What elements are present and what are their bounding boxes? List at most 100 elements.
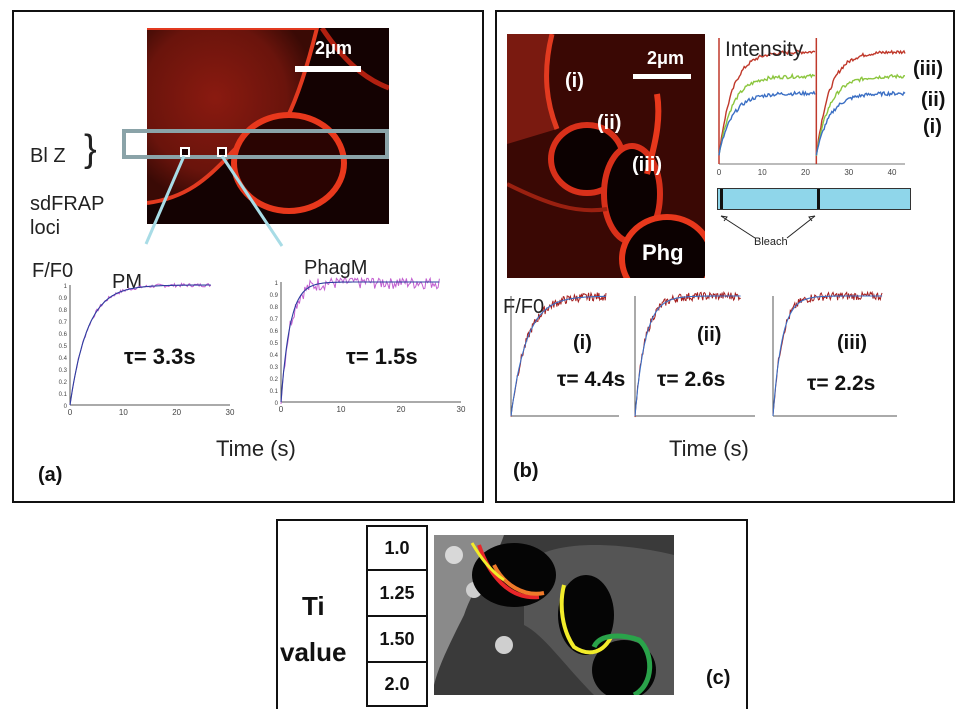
y-tick-label: 0.4 <box>59 356 68 362</box>
y-tick-label: 0.8 <box>270 305 279 311</box>
panel-a-connectors <box>144 155 284 247</box>
plot-b-iii <box>772 290 897 417</box>
ti-label-line2: value <box>280 637 347 667</box>
data-series-line <box>69 282 212 406</box>
x-tick-label: 40 <box>888 168 897 177</box>
panel-c-label: (c) <box>706 667 731 689</box>
x-tick-label: 10 <box>119 408 128 417</box>
y-tick-label: 0.4 <box>270 353 279 359</box>
panel-a: 2μm Bl Z } sdFRAP loci F/F0 PM PhagM 0 10… <box>12 10 484 503</box>
x-tick-label: 10 <box>337 405 346 414</box>
ti-swatch-4-value: 2.0 <box>384 673 410 694</box>
ti-swatch-3-value: 1.50 <box>379 628 415 649</box>
y-tick-label: 0.6 <box>59 332 68 338</box>
intensity-series-line <box>718 49 906 156</box>
x-tick-label: 30 <box>844 168 853 177</box>
plot-b-i-label: (i) <box>573 332 592 354</box>
plot-b-i <box>510 291 619 417</box>
intensity-title: Intensity <box>725 38 804 61</box>
tau-b-ii: τ= 2.6s <box>657 368 726 391</box>
y-tick-label: 0.7 <box>59 320 68 326</box>
bleach-label: Bleach <box>754 236 788 248</box>
intensity-series-line <box>718 72 906 157</box>
panel-b-micrograph-image <box>507 34 705 278</box>
x-tick-label: 30 <box>226 408 235 417</box>
x-tick-label: 0 <box>68 408 73 417</box>
tau-pm: τ= 3.3s <box>124 344 196 369</box>
panel-a-micrograph: 2μm <box>147 28 389 224</box>
y-tick-label: 1 <box>275 281 279 287</box>
y-tick-label: 0.6 <box>270 329 279 335</box>
y-tick-label: 0 <box>275 401 279 407</box>
region-i-label: (i) <box>565 70 584 92</box>
x-tick-label: 20 <box>397 405 406 414</box>
x-tick-label: 10 <box>758 168 767 177</box>
sdfrap-label-line2: loci <box>30 217 61 239</box>
bleach-zone-brace: } <box>84 128 97 170</box>
plot-pm-title: PM <box>112 271 142 293</box>
fit-line <box>69 284 211 406</box>
bleach-zone-label: Bl Z <box>30 145 66 167</box>
data-series-line <box>634 291 741 418</box>
y-tick-label: 0.8 <box>59 308 68 314</box>
y-tick-label: 0.3 <box>59 368 68 374</box>
fit-line <box>280 281 440 403</box>
panel-a-xlabel: Time (s) <box>216 436 296 461</box>
plot-b-ii <box>634 291 755 418</box>
panel-c: Ti value 1.0 1.25 1.50 2.0 <box>276 519 748 709</box>
panel-b-label: (b) <box>513 460 539 482</box>
bleach-timeline-bar <box>717 188 911 210</box>
plot-phagm-title: PhagM <box>304 257 368 279</box>
y-tick-label: 0.5 <box>59 344 68 350</box>
plot-intensity: 0 10 20 30 40 <box>717 38 906 177</box>
panel-a-micrograph-image <box>147 28 389 224</box>
y-tick-label: 0 <box>64 404 68 410</box>
y-tick-label: 0.5 <box>270 341 279 347</box>
y-tick-label: 0.1 <box>270 389 279 395</box>
panel-a-label: (a) <box>38 464 63 486</box>
bleach-arrows <box>720 215 816 239</box>
legend-iii: (iii) <box>913 58 943 80</box>
y-tick-label: 0.3 <box>270 365 279 371</box>
ti-map-image-svg <box>434 535 674 695</box>
ti-swatch-1-value: 1.0 <box>384 537 410 558</box>
fit-line <box>510 295 606 417</box>
tau-b-i: τ= 4.4s <box>557 368 626 391</box>
panel-b-scale-bar-label: 2μm <box>647 48 685 68</box>
panel-b-micrograph: 2μm (i) (ii) (iii) Phg <box>507 34 705 278</box>
y-tick-label: 0.9 <box>270 293 279 299</box>
sdfrap-label-line1: sdFRAP <box>30 193 105 215</box>
tau-b-iii: τ= 2.2s <box>807 372 876 395</box>
plot-phagm: 0 10 20 30 0 0.1 0.2 0.3 0.4 0.5 0.6 0.7 0.8 0.9 1 <box>270 276 466 414</box>
fit-line <box>772 295 883 417</box>
region-ii-label: (ii) <box>597 112 622 134</box>
y-tick-label: 0.7 <box>270 317 279 323</box>
y-tick-label: 0.2 <box>270 377 279 383</box>
ti-swatch-2: 1.25 <box>366 569 428 617</box>
x-tick-label: 20 <box>172 408 181 417</box>
tau-phagm: τ= 1.5s <box>346 344 418 369</box>
ti-color-scale: 1.0 1.25 1.50 2.0 <box>366 525 428 707</box>
fit-line <box>634 295 741 417</box>
legend-ii: (ii) <box>921 89 946 111</box>
x-tick-label: 20 <box>801 168 810 177</box>
bleach-marker-1 <box>720 189 723 209</box>
y-tick-label: 0.2 <box>59 380 68 386</box>
ti-swatch-2-value: 1.25 <box>379 582 415 603</box>
ti-swatch-1: 1.0 <box>366 525 428 571</box>
panel-a-ylabel: F/F0 <box>32 260 74 282</box>
panel-b-xlabel: Time (s) <box>669 436 749 461</box>
x-tick-label: 30 <box>457 405 466 414</box>
y-tick-label: 0.1 <box>59 392 68 398</box>
ti-swatch-3: 1.50 <box>366 615 428 663</box>
plot-b-ii-label: (ii) <box>697 324 722 346</box>
ti-label-line1: Ti <box>302 591 325 621</box>
data-series-line <box>280 276 440 404</box>
panel-b-ylabel: F/F0 <box>503 296 545 318</box>
panel-a-scale-bar-label: 2μm <box>315 38 353 58</box>
sdfrap-locus-pm <box>180 147 190 157</box>
phg-label: Phg <box>642 240 684 265</box>
intensity-series-line <box>718 89 906 156</box>
region-iii-label: (iii) <box>632 154 662 176</box>
bleach-zone-box <box>122 129 389 159</box>
